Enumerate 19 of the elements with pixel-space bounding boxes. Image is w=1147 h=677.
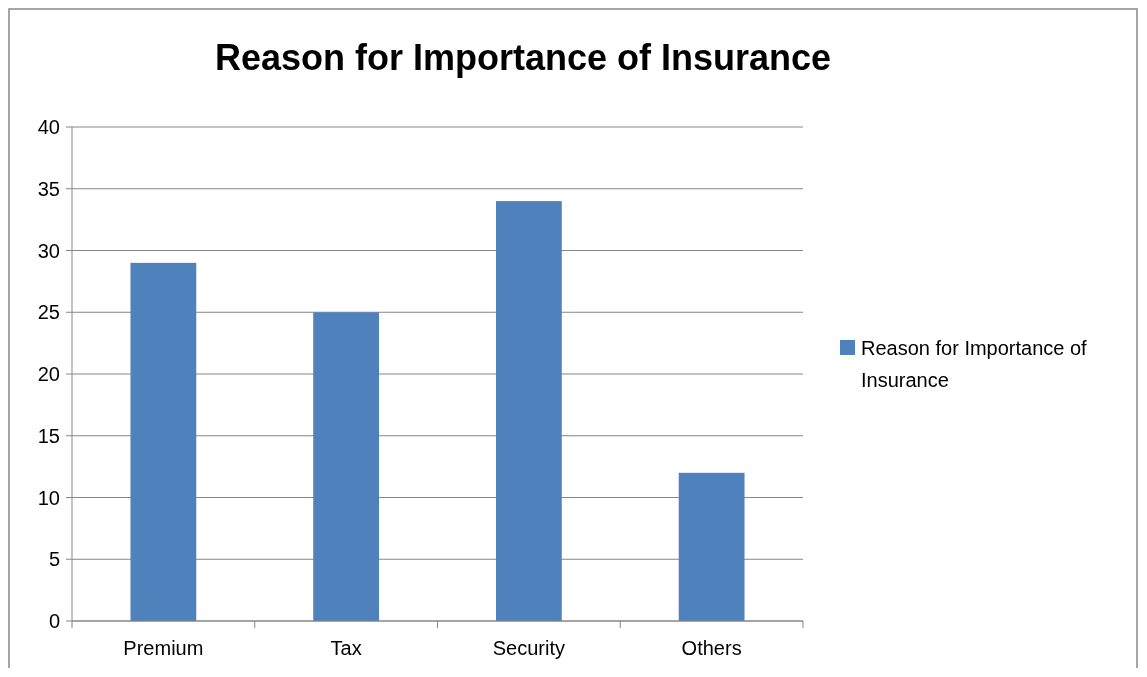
y-tick-label: 0 [48,610,60,632]
y-tick-label: 15 [37,424,60,447]
y-tick-label: 20 [37,363,60,385]
y-tick-label: 40 [37,116,60,138]
x-tick-label: Others [681,637,742,659]
x-tick-label: Security [492,637,565,659]
bar [495,201,562,621]
y-tick-label: 5 [48,548,60,571]
y-tick-label: 35 [37,177,60,200]
x-tick-label: Premium [123,637,204,659]
y-tick-label: 30 [37,239,60,262]
x-tick-label: Tax [330,637,362,659]
y-tick-label: 25 [37,301,60,324]
bar [313,312,380,621]
bar [678,472,745,621]
chart-title: Reason for Importance of Insurance [214,37,832,78]
y-tick-label: 10 [37,486,60,509]
legend-label: Reason for Importance of Insurance [861,337,1088,391]
bar [130,262,197,621]
